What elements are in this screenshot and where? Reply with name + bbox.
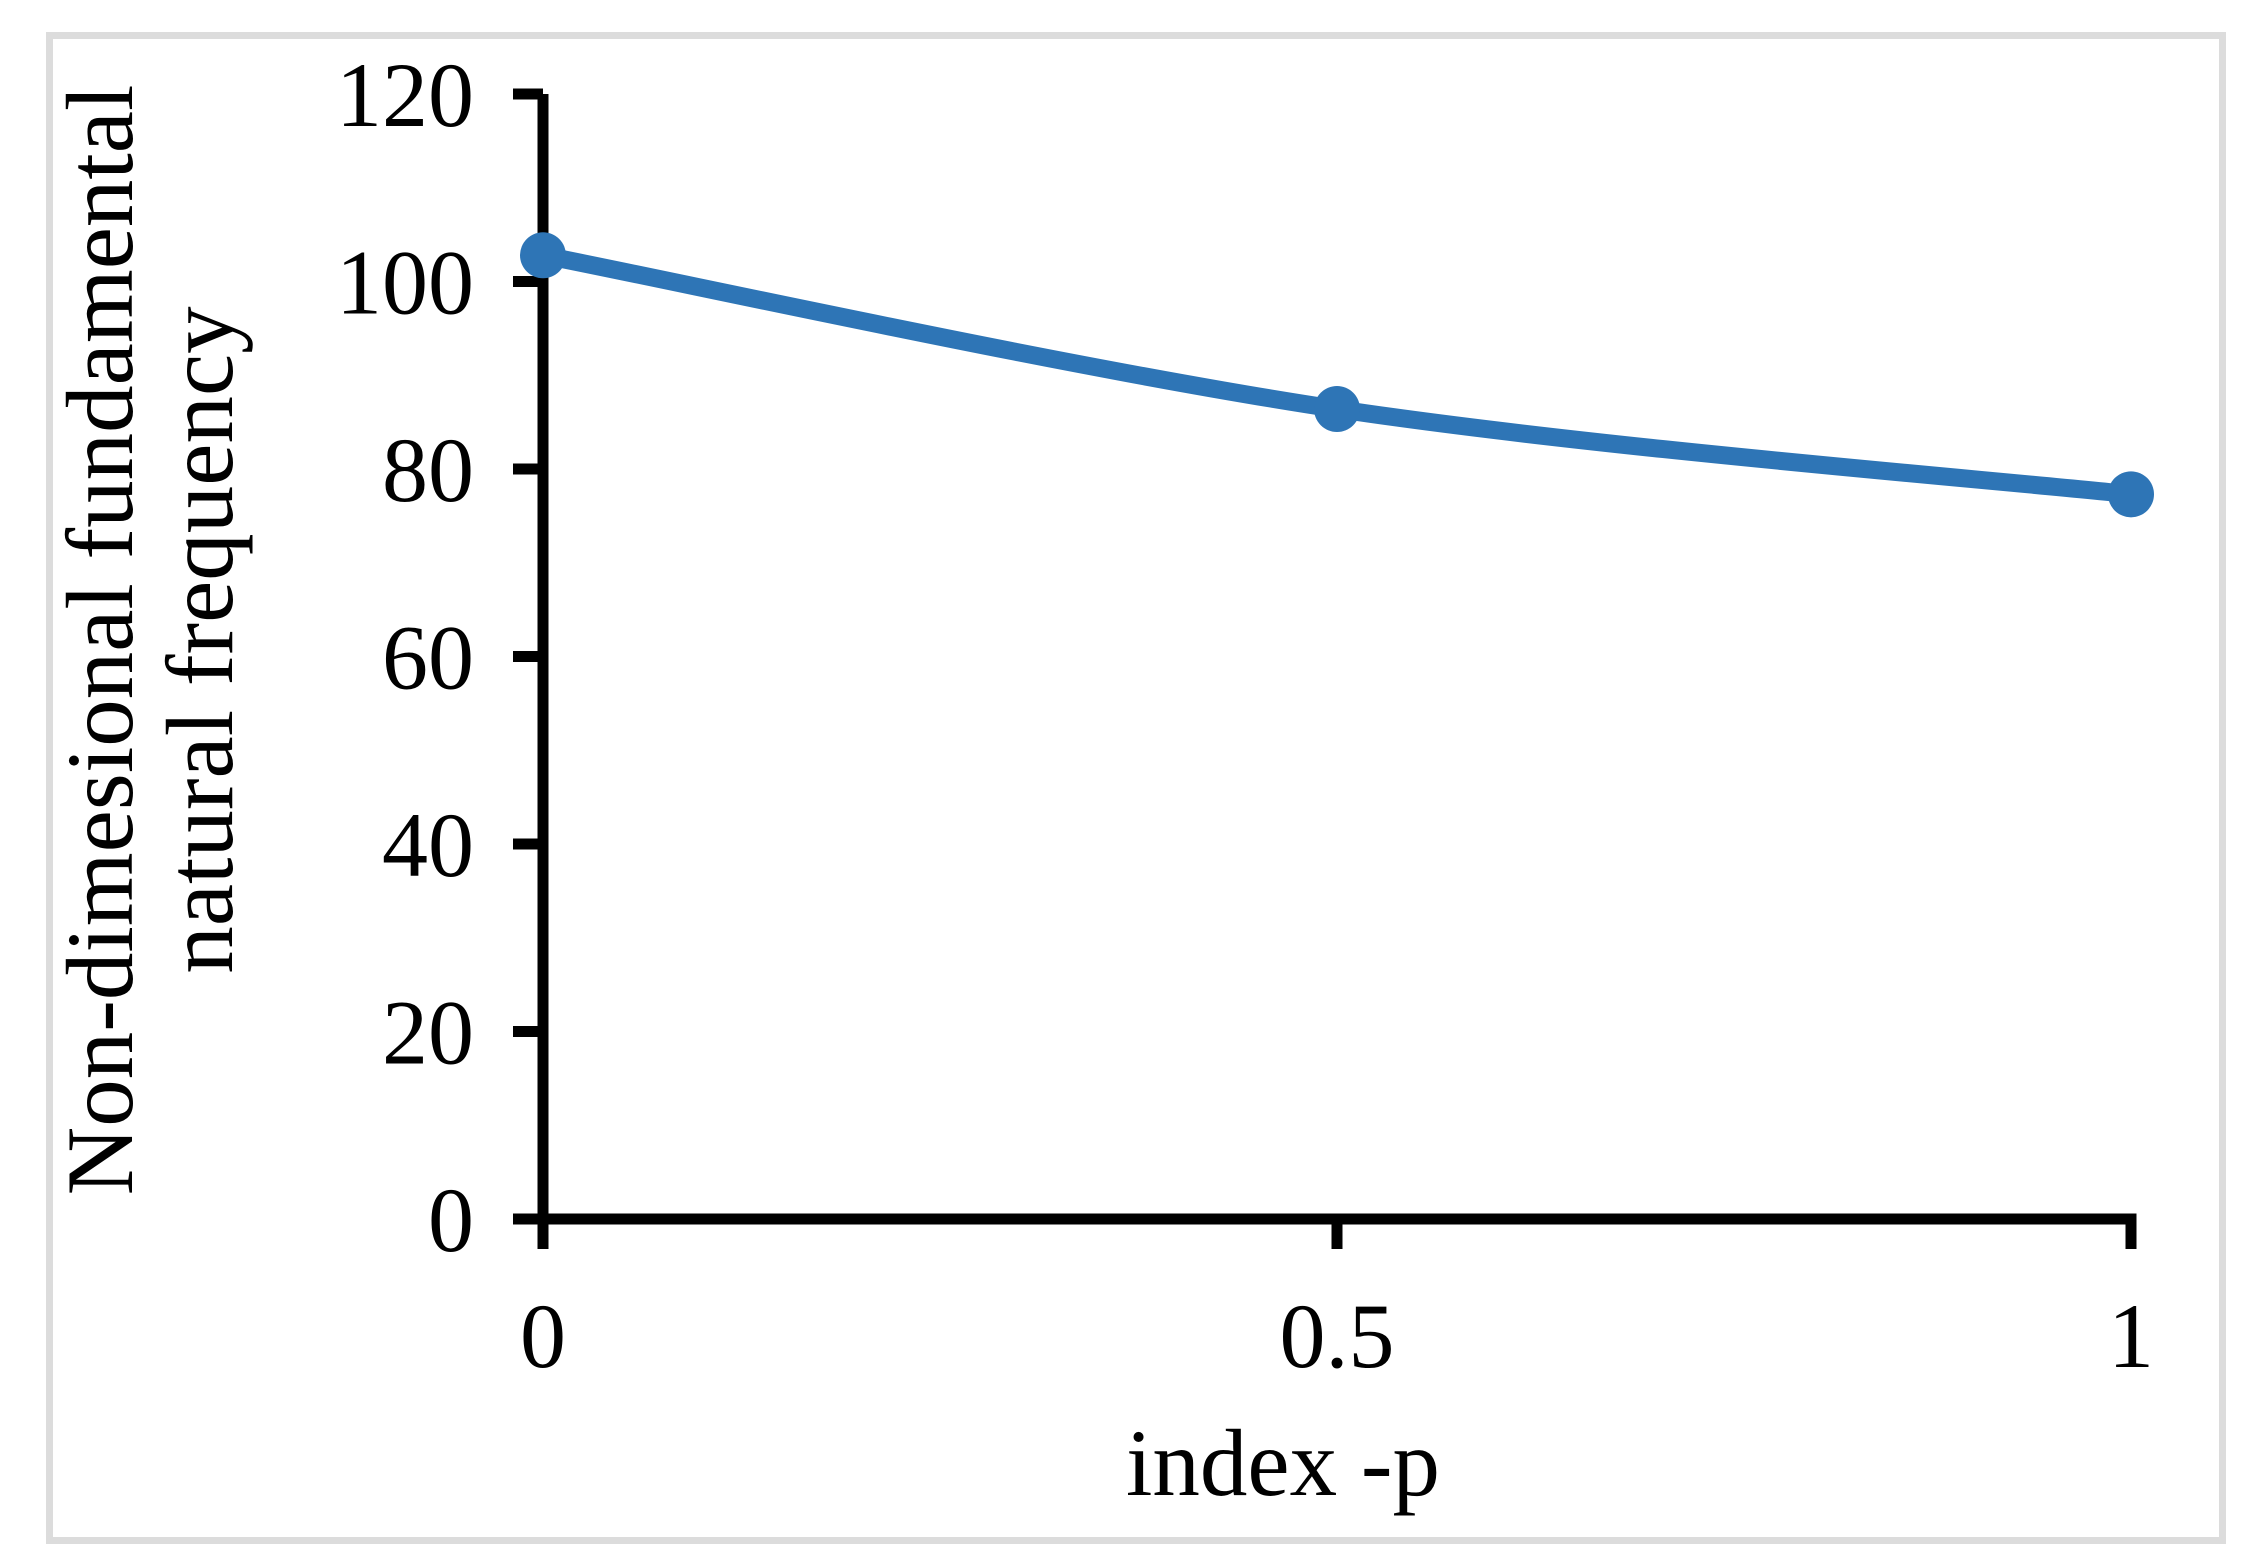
y-axis-title-line1: Non-dimesional fundamental [47,84,153,1196]
y-tick-label: 120 [336,44,474,146]
y-tick-label: 20 [382,982,474,1084]
y-tick-label: 0 [428,1169,474,1271]
x-tick-label: 0 [520,1285,566,1387]
y-axis-title-line2: natural frequency [147,306,253,974]
x-axis-title: index -p [1126,1410,1440,1516]
figure-border [46,32,2226,1544]
x-tick-label: 0.5 [1280,1285,1395,1387]
y-tick-label: 40 [382,794,474,896]
data-point-marker [1314,386,1360,432]
x-tick-label: 1 [2108,1285,2154,1387]
data-point-marker [2108,471,2154,518]
y-tick-label: 60 [382,607,474,709]
y-axis-title: Non-dimesional fundamental natural frequ… [47,65,253,1215]
series-line [534,246,2140,504]
data-point-marker [520,232,566,279]
y-tick-label: 80 [382,419,474,521]
y-tick-label: 100 [336,232,474,334]
